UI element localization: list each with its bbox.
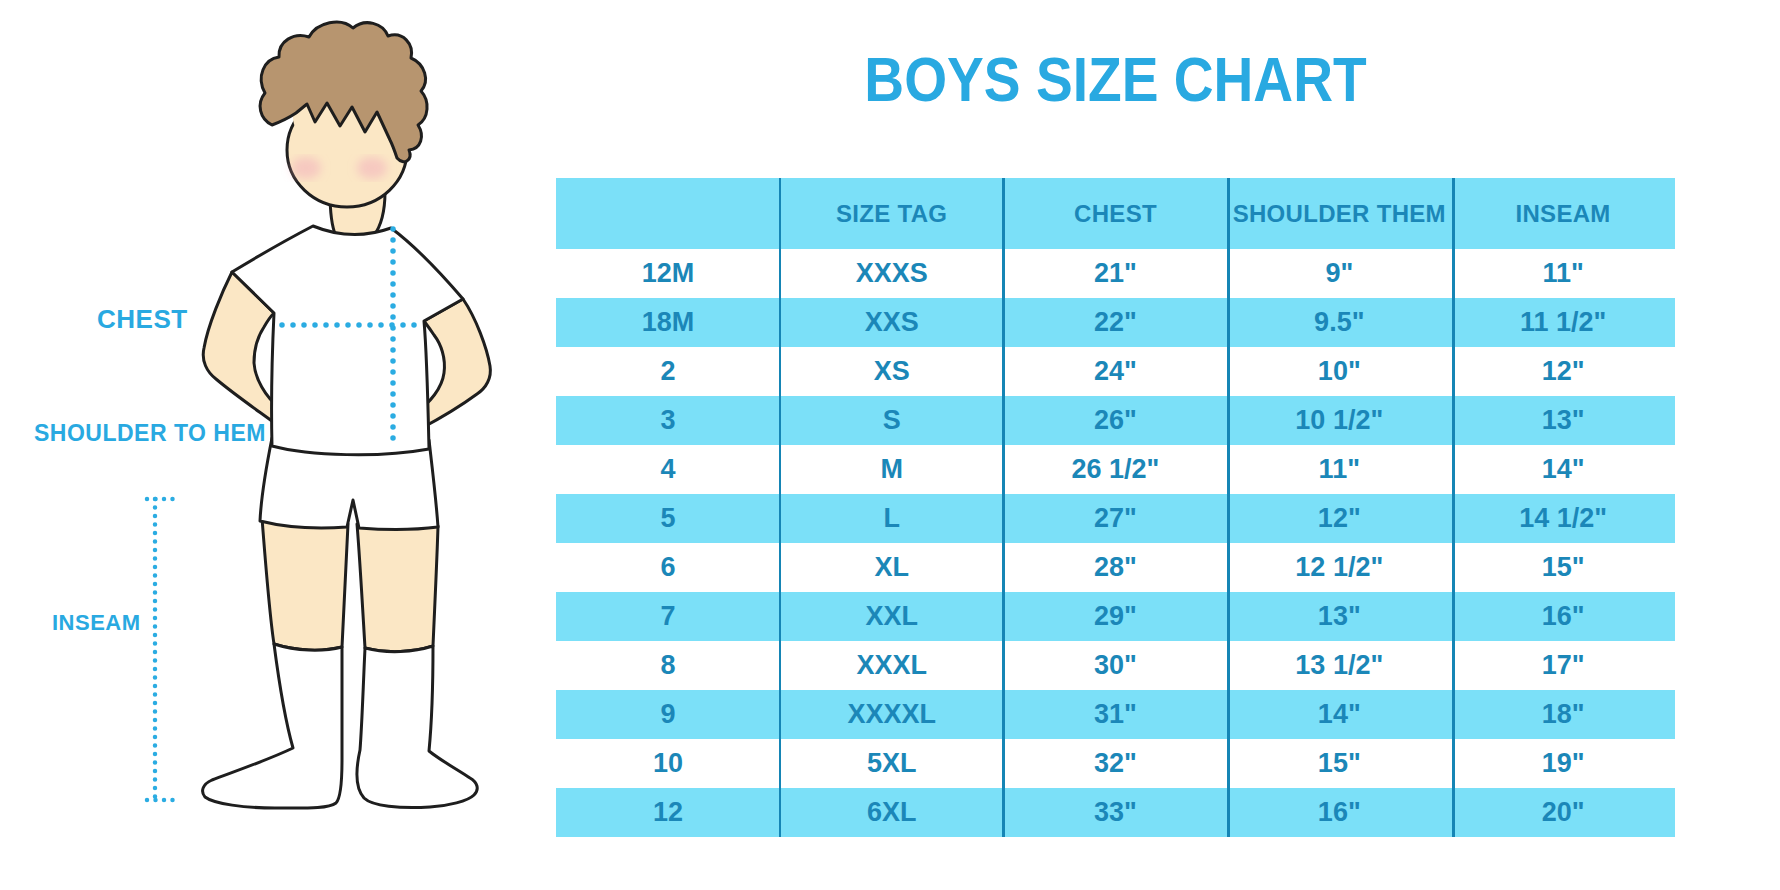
table-cell: 26" — [1004, 396, 1228, 445]
t-shirt — [232, 226, 463, 455]
table-cell: 9" — [1227, 249, 1451, 298]
table-header-row: SIZE TAG CHEST SHOULDER THEM INSEAM — [556, 178, 1675, 249]
table-row: 12MXXXS21"9"11" — [556, 249, 1675, 298]
table-row: 6XL28"12 1/2"15" — [556, 543, 1675, 592]
table-cell: 15" — [1227, 739, 1451, 788]
column-separator-1 — [779, 178, 782, 837]
left-sock — [203, 644, 342, 808]
table-cell: 29" — [1004, 592, 1228, 641]
table-cell: 28" — [1004, 543, 1228, 592]
table-row: 3S26"10 1/2"13" — [556, 396, 1675, 445]
table-cell: 24" — [1004, 347, 1228, 396]
table-cell: XXXXL — [780, 690, 1004, 739]
table-row: 18MXXS22"9.5"11 1/2" — [556, 298, 1675, 347]
table-cell: 18" — [1451, 690, 1675, 739]
table-cell: 16" — [1451, 592, 1675, 641]
table-cell: XXXL — [780, 641, 1004, 690]
right-sock — [357, 646, 477, 808]
header-cell-blank — [556, 178, 780, 249]
table-cell: 10 — [556, 739, 780, 788]
table-cell: 13" — [1451, 396, 1675, 445]
table-row: 8XXXL30"13 1/2"17" — [556, 641, 1675, 690]
chest-label: CHEST — [97, 306, 188, 332]
table-cell: 14" — [1451, 445, 1675, 494]
shoulder-to-hem-label: SHOULDER TO HEM — [34, 422, 266, 445]
table-cell: 2 — [556, 347, 780, 396]
table-cell: 7 — [556, 592, 780, 641]
inseam-label: INSEAM — [52, 612, 141, 634]
table-cell: 9.5" — [1227, 298, 1451, 347]
table-cell: 22" — [1004, 298, 1228, 347]
table-cell: 10" — [1227, 347, 1451, 396]
table-cell: XL — [780, 543, 1004, 592]
table-cell: 6 — [556, 543, 780, 592]
table-cell: 12 1/2" — [1227, 543, 1451, 592]
table-cell: 32" — [1004, 739, 1228, 788]
table-row: 2XS24"10"12" — [556, 347, 1675, 396]
table-row: 9XXXXL31"14"18" — [556, 690, 1675, 739]
column-separator-2 — [1002, 178, 1005, 837]
table-cell: 27" — [1004, 494, 1228, 543]
table-cell: XXXS — [780, 249, 1004, 298]
table-cell: 11" — [1451, 249, 1675, 298]
table-cell: 13 1/2" — [1227, 641, 1451, 690]
table-cell: 5 — [556, 494, 780, 543]
column-separator-4 — [1452, 178, 1455, 837]
table-cell: 30" — [1004, 641, 1228, 690]
table-cell: 14 1/2" — [1451, 494, 1675, 543]
table-cell: 3 — [556, 396, 780, 445]
table-cell: 11" — [1227, 445, 1451, 494]
page-title: BOYS SIZE CHART — [626, 48, 1605, 111]
table-cell: 4 — [556, 445, 780, 494]
table-cell: 12" — [1227, 494, 1451, 543]
header-cell-shoulder-them: SHOULDER THEM — [1227, 178, 1451, 249]
table-cell: 31" — [1004, 690, 1228, 739]
table-cell: 16" — [1227, 788, 1451, 837]
table-cell: 13" — [1227, 592, 1451, 641]
table-cell: 18M — [556, 298, 780, 347]
table-cell: 12M — [556, 249, 780, 298]
header-cell-inseam: INSEAM — [1451, 178, 1675, 249]
right-cheek-blush — [357, 157, 387, 179]
table-cell: 12" — [1451, 347, 1675, 396]
table-row: 7XXL29"13"16" — [556, 592, 1675, 641]
table-cell: XXL — [780, 592, 1004, 641]
table-cell: 21" — [1004, 249, 1228, 298]
table-cell: 19" — [1451, 739, 1675, 788]
table-cell: 8 — [556, 641, 780, 690]
size-table: SIZE TAG CHEST SHOULDER THEM INSEAM 12MX… — [556, 178, 1675, 837]
table-cell: 10 1/2" — [1227, 396, 1451, 445]
left-cheek-blush — [291, 157, 321, 179]
table-cell: XXS — [780, 298, 1004, 347]
table-cell: L — [780, 494, 1004, 543]
table-cell: 14" — [1227, 690, 1451, 739]
table-row: 4M26 1/2"11"14" — [556, 445, 1675, 494]
column-separator-3 — [1227, 178, 1230, 837]
table-cell: 6XL — [780, 788, 1004, 837]
table-cell: 12 — [556, 788, 780, 837]
table-cell: 33" — [1004, 788, 1228, 837]
header-cell-chest: CHEST — [1004, 178, 1228, 249]
left-leg — [262, 518, 348, 650]
table-cell: 15" — [1451, 543, 1675, 592]
table-row: 5L27"12"14 1/2" — [556, 494, 1675, 543]
table-cell: 11 1/2" — [1451, 298, 1675, 347]
table-cell: 17" — [1451, 641, 1675, 690]
header-cell-size-tag: SIZE TAG — [780, 178, 1004, 249]
table-body: 12MXXXS21"9"11"18MXXS22"9.5"11 1/2"2XS24… — [556, 249, 1675, 837]
table-cell: 20" — [1451, 788, 1675, 837]
table-row: 105XL32"15"19" — [556, 739, 1675, 788]
table-cell: 26 1/2" — [1004, 445, 1228, 494]
table-cell: M — [780, 445, 1004, 494]
table-cell: S — [780, 396, 1004, 445]
table-row: 126XL33"16"20" — [556, 788, 1675, 837]
right-leg — [357, 524, 438, 652]
table-cell: XS — [780, 347, 1004, 396]
table-cell: 9 — [556, 690, 780, 739]
table-cell: 5XL — [780, 739, 1004, 788]
